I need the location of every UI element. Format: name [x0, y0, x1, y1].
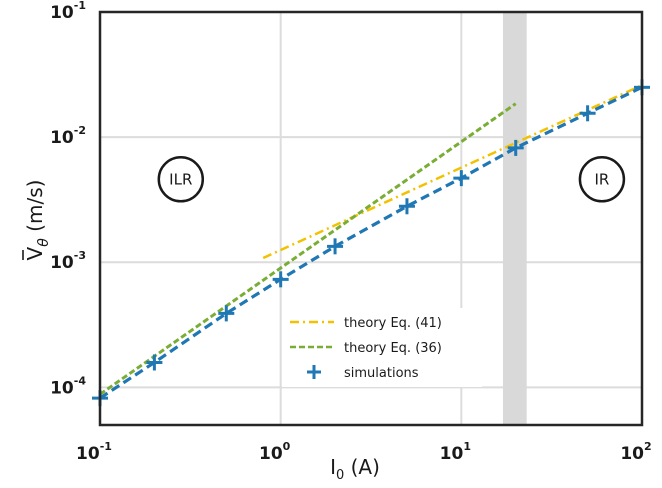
data-point-8	[579, 105, 596, 122]
series-line-0	[262, 84, 643, 260]
data-point-1	[146, 354, 163, 371]
legend-label-2: simulations	[344, 366, 419, 381]
x-tick-label-0: 10-1	[76, 440, 112, 464]
region-labels: ILR IR	[157, 156, 626, 203]
legend-entry-1: theory Eq. (36)	[290, 341, 442, 356]
y-tick-label-2: 10-2	[50, 124, 86, 148]
data-point-5	[398, 198, 415, 215]
plot-frame	[98, 10, 644, 427]
legend-label-0: theory Eq. (41)	[344, 316, 442, 331]
data-point-4	[327, 238, 344, 255]
legend-entry-0: theory Eq. (41)	[290, 316, 442, 331]
legend-label-1: theory Eq. (36)	[344, 341, 442, 356]
shaded-band-layer	[502, 12, 527, 425]
y-tick-label-3: 10-1	[50, 0, 86, 23]
data-point-2	[218, 305, 235, 322]
series-line-1	[99, 102, 517, 396]
tick-labels: 10-1 100 101 102 10-4 10-3 10-2 10-1	[50, 0, 652, 464]
region-label-ir: IR	[578, 156, 626, 203]
y-tick-label-0: 10-4	[50, 374, 86, 398]
region-label-ilr: ILR	[157, 156, 205, 203]
x-tick-label-3: 102	[620, 440, 651, 464]
data-point-7	[507, 139, 524, 156]
series-layer	[92, 79, 650, 407]
legend: theory Eq. (41) theory Eq. (36) simulation…	[282, 308, 482, 387]
svg-text:Vθ (m/s): Vθ (m/s)	[23, 180, 52, 261]
x-tick-label-2: 101	[440, 440, 471, 464]
x-tick-label-1: 100	[259, 440, 291, 464]
x-axis-label: I0 (A)	[330, 455, 380, 483]
data-point-6	[453, 170, 470, 187]
axes-box	[98, 10, 644, 427]
svg-text:IR: IR	[594, 170, 609, 188]
legend-entry-2: simulations	[307, 365, 419, 381]
svg-text:ILR: ILR	[169, 170, 192, 188]
y-axis-label: Vθ (m/s)	[22, 180, 52, 261]
shaded-band	[502, 12, 527, 425]
series-line-2	[99, 85, 643, 400]
y-tick-label-1: 10-3	[50, 249, 86, 273]
data-point-3	[272, 271, 289, 288]
